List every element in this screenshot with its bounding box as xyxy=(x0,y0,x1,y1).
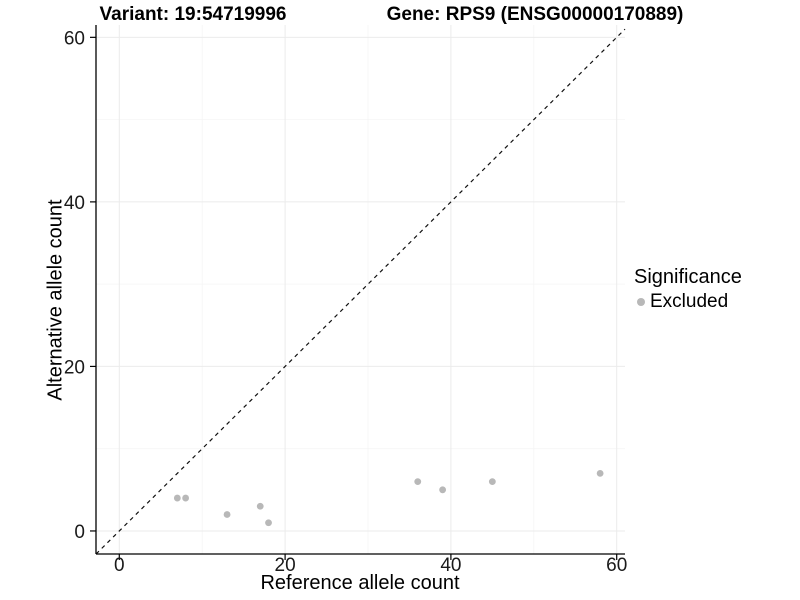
y-tick-label: 20 xyxy=(64,357,85,378)
data-point xyxy=(173,494,181,502)
data-point xyxy=(256,502,264,510)
data-point xyxy=(439,486,447,494)
plot-title-variant: Variant: 19:54719996 xyxy=(99,4,287,25)
x-tick-label: 40 xyxy=(440,555,461,576)
legend: Significance Excluded xyxy=(634,266,742,313)
legend-title: Significance xyxy=(634,266,742,288)
data-point xyxy=(596,469,604,477)
data-point xyxy=(223,511,231,518)
x-tick-label: 0 xyxy=(114,555,125,576)
legend-point-icon xyxy=(637,298,645,306)
y-tick-label: 0 xyxy=(74,522,85,543)
y-tick-label: 40 xyxy=(64,193,85,214)
data-point xyxy=(182,494,190,502)
legend-item-label: Excluded xyxy=(650,291,729,312)
x-tick-label: 20 xyxy=(275,555,296,576)
data-point xyxy=(265,519,272,527)
x-tick-label: 60 xyxy=(606,555,627,576)
x-axis-title: Reference allele count xyxy=(260,572,460,594)
data-point xyxy=(488,478,496,486)
plot-title-gene: Gene: RPS9 (ENSG00000170889) xyxy=(386,4,684,25)
identity-dashed-line xyxy=(95,28,626,555)
y-axis-title: Alternative allele count xyxy=(44,199,67,401)
y-tick-label: 60 xyxy=(64,28,85,49)
data-point xyxy=(414,478,422,486)
legend-item-excluded: Excluded xyxy=(637,291,742,313)
